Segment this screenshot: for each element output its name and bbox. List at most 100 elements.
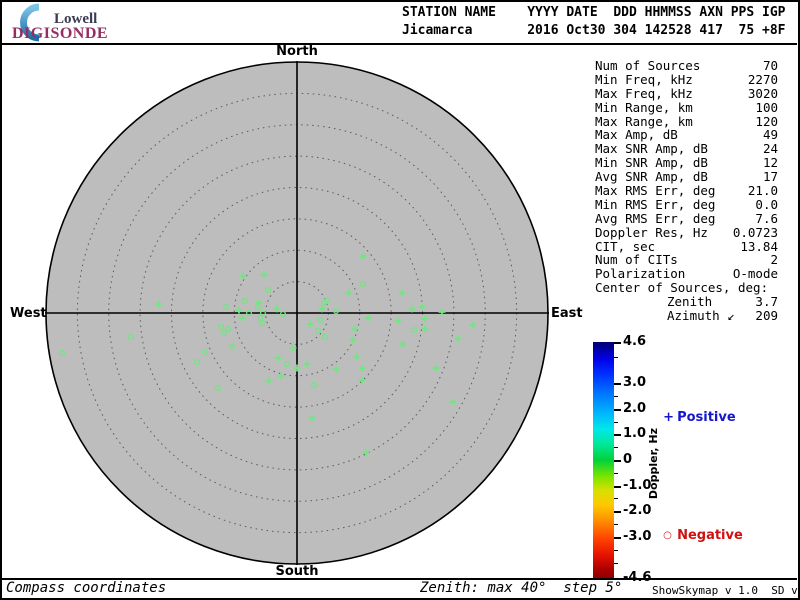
- source-marker-negative: [256, 314, 264, 322]
- source-marker-positive: [408, 305, 416, 313]
- stat-row: Max Freq, kHz 3020: [595, 85, 778, 101]
- lowell-crescent-icon: [20, 3, 40, 42]
- source-marker-negative: [264, 286, 272, 294]
- source-marker-negative: [193, 358, 201, 366]
- stat-label: Num of Sources: [595, 58, 701, 73]
- stat-label: Min Range, km: [595, 99, 693, 115]
- stat-value: 0.0723: [732, 224, 778, 240]
- source-marker-negative: [316, 316, 324, 324]
- stat-label: Polarization: [595, 266, 686, 282]
- stat-value: 21.0: [747, 183, 778, 199]
- legend-positive: + Positive: [654, 395, 736, 425]
- source-marker-negative: [245, 309, 253, 317]
- stat-row: Min Range, km 100: [595, 99, 778, 115]
- compass-label-west: West: [10, 306, 47, 321]
- colorbar-major-tick: [614, 408, 621, 411]
- colorbar-minor-tick: [614, 562, 618, 564]
- source-marker-positive: [358, 376, 366, 384]
- source-marker-positive: [454, 335, 462, 343]
- source-marker-positive: [277, 372, 285, 380]
- stat-label: Max Amp, dB: [595, 127, 678, 143]
- colorbar-tick-label: 0: [623, 452, 633, 467]
- stat-label: Max SNR Amp, dB: [595, 141, 708, 157]
- colorbar-minor-tick: [614, 472, 618, 474]
- source-marker-positive: [469, 321, 477, 329]
- source-marker-positive: [306, 320, 314, 328]
- software-version: ShowSkymap v 1.0 SD v 4.2: [652, 584, 798, 597]
- colorbar-major-tick: [614, 536, 621, 539]
- source-marker-positive: [421, 325, 429, 333]
- source-marker-positive: [418, 303, 426, 311]
- stat-value: 2270: [747, 71, 778, 87]
- source-marker-negative: [220, 329, 228, 337]
- source-marker-positive: [289, 344, 297, 352]
- compass-label-east: East: [551, 306, 583, 321]
- source-marker-negative: [410, 326, 418, 334]
- source-marker-positive: [155, 300, 163, 308]
- stat-row: Polarization O-mode: [595, 267, 778, 281]
- stat-row: Max RMS Err, deg 21.0: [595, 184, 778, 198]
- source-marker-negative: [321, 333, 329, 341]
- source-marker-negative: [228, 343, 236, 351]
- source-marker-positive: [239, 272, 247, 280]
- source-marker-positive: [362, 449, 370, 457]
- source-marker-positive: [394, 317, 402, 325]
- stat-value: 120: [755, 113, 778, 129]
- header-separator-line: [0, 43, 797, 45]
- source-marker-negative: [332, 307, 340, 315]
- colorbar-minor-tick: [614, 498, 618, 500]
- stat-value: 100: [755, 99, 778, 115]
- source-marker-negative: [258, 319, 266, 327]
- source-marker-positive: [293, 364, 301, 372]
- colorbar-minor-tick: [614, 549, 618, 551]
- source-marker-positive: [449, 398, 457, 406]
- stat-label: Max Freq, kHz: [595, 85, 693, 101]
- logo-digisonde-text: DIGISONDE: [12, 25, 109, 42]
- stat-value: 2: [770, 252, 778, 268]
- stat-row: Zenith 3.7: [595, 295, 778, 309]
- source-marker-negative: [359, 280, 367, 288]
- colorbar-tick-label: -2.0: [623, 503, 652, 519]
- stat-row: Avg RMS Err, deg 7.6: [595, 211, 778, 226]
- stat-value: 13.84: [740, 238, 778, 254]
- colorbar-major-tick: [614, 342, 621, 344]
- logo-lowell-text: Lowell: [54, 11, 98, 27]
- stat-row: Num of CITs 2: [595, 253, 778, 267]
- source-marker-positive: [432, 364, 440, 372]
- coordinate-system-note: Compass coordinates: [6, 580, 167, 596]
- stat-row: Min SNR Amp, dB 12: [595, 156, 778, 170]
- source-marker-positive: [345, 289, 353, 297]
- circle-marker-icon: ○: [663, 530, 672, 541]
- source-marker-negative: [254, 303, 262, 311]
- source-markers: [58, 252, 477, 457]
- stat-label: Avg SNR Amp, dB: [595, 169, 708, 185]
- stat-row: Center of Sources, deg:: [595, 281, 778, 295]
- source-marker-positive: [359, 252, 367, 260]
- stat-value: 3.7: [755, 294, 778, 310]
- source-marker-negative: [58, 349, 66, 357]
- source-marker-negative: [241, 297, 249, 305]
- stat-label: Zenith: [667, 294, 713, 310]
- source-marker-positive: [438, 308, 446, 316]
- source-marker-positive: [238, 314, 246, 322]
- stat-value: 12: [762, 155, 778, 171]
- colorbar-major-tick: [614, 383, 621, 386]
- source-marker-negative: [310, 381, 318, 389]
- colorbar-tick-label: -1.0: [623, 477, 652, 493]
- stat-label: Min RMS Err, deg: [595, 196, 716, 212]
- source-marker-positive: [273, 305, 281, 313]
- stat-row: Avg SNR Amp, dB 17: [595, 170, 778, 184]
- colorbar-tick-label: 1.0: [623, 426, 647, 442]
- stat-row: Min RMS Err, deg 0.0: [595, 198, 778, 212]
- source-marker-positive: [265, 377, 273, 385]
- source-marker-positive: [332, 365, 340, 373]
- source-marker-positive: [421, 315, 429, 323]
- source-marker-positive: [318, 305, 326, 313]
- stat-value: 70: [762, 58, 778, 73]
- digisonde-logo: Lowell DIGISONDE: [8, 3, 158, 45]
- footer-separator-line: [0, 578, 797, 580]
- colorbar-minor-tick: [614, 357, 618, 359]
- source-marker-negative: [214, 384, 222, 392]
- stat-value: O-mode: [732, 266, 778, 282]
- stat-value: 3020: [747, 85, 778, 101]
